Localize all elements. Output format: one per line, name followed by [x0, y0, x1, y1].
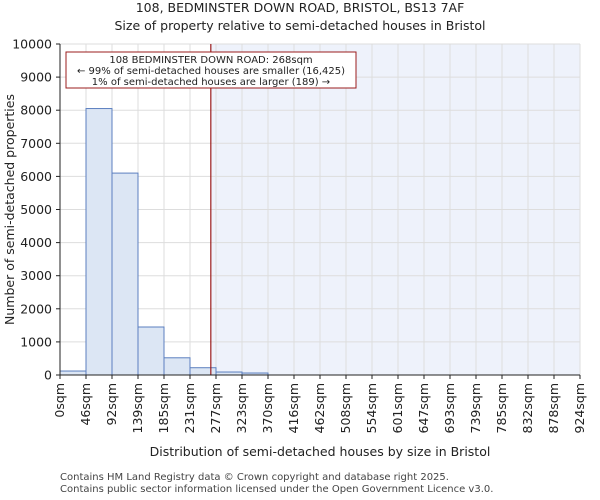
- x-tick-label: 508sqm: [338, 383, 353, 433]
- x-tick-label: 277sqm: [208, 383, 223, 433]
- chart-subtitle: Size of property relative to semi-detach…: [115, 18, 486, 33]
- bar-139sqm: [137, 326, 165, 376]
- y-tick-label: 6000: [20, 169, 52, 184]
- x-tick-label: 832sqm: [520, 383, 535, 433]
- x-tick-label: 693sqm: [442, 383, 457, 433]
- x-tick-label: 601sqm: [390, 383, 405, 433]
- y-tick-label: 10000: [12, 37, 52, 52]
- bars: [59, 108, 269, 376]
- x-tick-label: 554sqm: [364, 383, 379, 433]
- x-tick-label: 0sqm: [52, 383, 67, 418]
- y-tick-label: 4000: [20, 235, 52, 250]
- annotation-line-1: 108 BEDMINSTER DOWN ROAD: 268sqm: [109, 55, 312, 66]
- bar-46sqm: [85, 108, 113, 376]
- chart: 108, BEDMINSTER DOWN ROAD, BRISTOL, BS13…: [2, 0, 587, 459]
- x-tick-label: 92sqm: [104, 383, 119, 426]
- x-tick-label: 185sqm: [156, 383, 171, 433]
- x-tick-label: 231sqm: [182, 383, 197, 433]
- chart-title: 108, BEDMINSTER DOWN ROAD, BRISTOL, BS13…: [136, 0, 465, 15]
- footer-line-1: Contains HM Land Registry data © Crown c…: [60, 472, 449, 483]
- annotation-line-2: ← 99% of semi-detached houses are smalle…: [77, 66, 345, 77]
- x-ticks: 0sqm 46sqm 92sqm 139sqm 185sqm 231sqm 277sqm 32…: [52, 375, 587, 433]
- x-tick-label: 785sqm: [494, 383, 509, 433]
- bar-185sqm: [163, 357, 191, 376]
- y-tick-label: 5000: [20, 202, 52, 217]
- y-tick-label: 2000: [20, 301, 52, 316]
- x-tick-label: 462sqm: [312, 383, 327, 433]
- y-axis-label: Number of semi-detached properties: [2, 94, 17, 325]
- x-tick-label: 323sqm: [234, 383, 249, 433]
- y-tick-label: 0: [44, 368, 52, 383]
- x-tick-label: 739sqm: [468, 383, 483, 433]
- bar-92sqm: [111, 172, 139, 376]
- bar-231sqm: [189, 367, 217, 376]
- y-tick-label: 3000: [20, 268, 52, 283]
- x-tick-label: 924sqm: [572, 383, 587, 433]
- x-axis-label: Distribution of semi-detached houses by …: [150, 444, 491, 459]
- bar-0sqm: [59, 370, 87, 376]
- x-tick-label: 647sqm: [416, 383, 431, 433]
- x-tick-label: 416sqm: [286, 383, 301, 433]
- x-tick-label: 370sqm: [260, 383, 275, 433]
- x-tick-label: 139sqm: [130, 383, 145, 433]
- y-ticks: 0 1000 2000 3000 4000 5000 6000 7000 8000 9000 100…: [12, 37, 60, 383]
- y-tick-label: 9000: [20, 70, 52, 85]
- x-tick-label: 46sqm: [78, 383, 93, 426]
- footer-line-2: Contains public sector information licen…: [60, 484, 494, 495]
- annotation-line-3: 1% of semi-detached houses are larger (1…: [92, 77, 330, 88]
- x-tick-label: 878sqm: [546, 383, 561, 433]
- y-tick-label: 7000: [20, 136, 52, 151]
- y-tick-label: 8000: [20, 103, 52, 118]
- annotation-box: [65, 51, 357, 89]
- y-tick-label: 1000: [20, 334, 52, 349]
